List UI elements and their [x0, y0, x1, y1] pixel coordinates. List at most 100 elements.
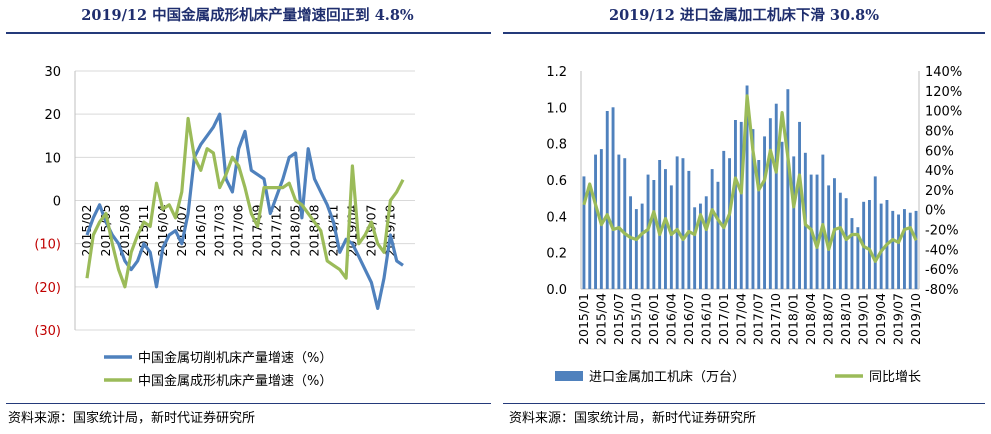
bar-import-machine-tools	[873, 176, 877, 289]
x-tick-label: 2015/08	[117, 204, 132, 256]
y-tick-label: (10)	[34, 238, 61, 253]
left-chart-title: 2019/12 中国金属成形机床产量增速回正到 4.8%	[81, 7, 414, 24]
x-tick-label: 2019/07	[891, 293, 906, 345]
bar-import-machine-tools	[908, 212, 912, 289]
bar-import-machine-tools	[710, 169, 714, 289]
y-tick-label: (30)	[34, 324, 61, 339]
bar-import-machine-tools	[745, 85, 749, 289]
bar-import-machine-tools	[582, 176, 586, 289]
x-tick-label: 2017/06	[231, 204, 246, 256]
bar-import-machine-tools	[693, 207, 697, 290]
right-source-note: 资料来源：国家统计局，新时代证券研究所	[509, 411, 757, 426]
bar-import-machine-tools	[780, 141, 784, 289]
bar-import-machine-tools	[751, 129, 755, 289]
y-tick-label: 10	[44, 151, 61, 166]
legend-label-bar: 进口金属加工机床（万台）	[589, 369, 745, 385]
bar-import-machine-tools	[763, 136, 766, 289]
left-footer-rule	[6, 403, 491, 404]
x-tick-label: 2017/10	[768, 293, 783, 345]
y-right-tick-label: 20%	[925, 184, 954, 199]
bar-import-machine-tools	[734, 120, 737, 289]
right-title-rule	[503, 32, 985, 34]
bar-import-machine-tools	[664, 169, 667, 289]
y-tick-label: 0	[53, 195, 61, 210]
x-tick-label: 2017/03	[212, 205, 227, 257]
bar-import-machine-tools	[646, 174, 650, 289]
bar-import-machine-tools	[774, 103, 778, 289]
x-tick-label: 2018/05	[288, 205, 303, 257]
bar-import-machine-tools	[611, 107, 615, 289]
bar-import-machine-tools	[634, 209, 638, 289]
x-tick-label: 2017/12	[269, 205, 284, 257]
bar-import-machine-tools	[722, 150, 726, 289]
x-tick-label: 2015/11	[136, 205, 151, 257]
y-right-tick-label: -40%	[925, 243, 959, 258]
bar-import-machine-tools	[786, 89, 790, 289]
bar-import-machine-tools	[588, 185, 592, 289]
x-tick-label: 2018/10	[838, 293, 853, 345]
bar-import-machine-tools	[699, 203, 702, 289]
bar-import-machine-tools	[897, 214, 900, 289]
y-left-tick-label: 0.4	[546, 210, 567, 225]
x-tick-label: 2019/07	[363, 205, 378, 257]
bar-import-machine-tools	[891, 210, 895, 289]
y-left-tick-label: 1.0	[546, 101, 567, 116]
legend-swatch-bar	[555, 371, 583, 381]
x-tick-label: 2016/10	[698, 293, 713, 345]
bar-import-machine-tools	[704, 196, 708, 289]
x-tick-label: 2019/10	[908, 293, 923, 345]
y-right-tick-label: -80%	[925, 283, 959, 298]
bar-import-machine-tools	[629, 196, 632, 289]
bar-import-machine-tools	[640, 203, 644, 289]
y-right-tick-label: 80%	[925, 124, 954, 139]
y-right-tick-label: -60%	[925, 263, 959, 278]
x-tick-label: 2015/02	[79, 205, 94, 257]
y-tick-label: 20	[44, 108, 61, 123]
x-tick-label: 2015/04	[593, 293, 608, 345]
bar-import-machine-tools	[652, 180, 656, 289]
right-chart: 0.0 0.2 0.4 0.6 0.8 1.0 1.2 -80% -60% -40% -20% 0% 2…	[546, 65, 962, 385]
y-left-tick-label: 0.6	[546, 174, 567, 189]
bar-import-machine-tools	[850, 218, 854, 289]
y-left-tick-label: 0.8	[546, 138, 567, 153]
bar-import-machine-tools	[821, 154, 825, 289]
right-chart-title: 2019/12 进口金属加工机床下滑 30.8%	[608, 7, 880, 24]
bar-import-machine-tools	[617, 154, 621, 289]
y-left-tick-label: 1.2	[546, 65, 567, 80]
legend-label: 中国金属成形机床产量增速（%）	[138, 373, 332, 389]
y-right-tick-label: 0%	[925, 204, 946, 219]
x-tick-label: 2019/01	[856, 293, 871, 345]
y-right-tick-label: 40%	[925, 164, 954, 179]
x-tick-label: 2019/04	[873, 293, 888, 345]
bar-import-machine-tools	[856, 227, 860, 289]
bar-import-machine-tools	[728, 158, 731, 289]
x-tick-label: 2017/07	[751, 293, 766, 345]
series-line-yoy-growth	[582, 94, 918, 263]
bar-import-machine-tools	[739, 121, 743, 290]
bar-import-machine-tools	[844, 198, 848, 289]
right-footer-rule	[503, 403, 985, 404]
y-left-tick-label: 0.2	[546, 247, 567, 262]
bar-import-machine-tools	[658, 160, 662, 289]
series-line-cutting-tools	[85, 112, 404, 310]
x-tick-label: 2016/07	[681, 293, 696, 345]
y-right-tick-label: 60%	[925, 144, 954, 159]
x-tick-label: 2015/10	[628, 293, 643, 345]
y-left-tick-label: 0.0	[546, 283, 567, 298]
bar-import-machine-tools	[879, 203, 883, 289]
x-tick-label: 2016/01	[646, 293, 661, 345]
y-right-tick-label: -20%	[925, 224, 959, 239]
y-right-tick-label: 100%	[925, 105, 962, 120]
x-tick-label: 2016/10	[193, 204, 208, 256]
bar-import-machine-tools	[914, 210, 918, 289]
legend-label-line: 同比增长	[869, 370, 921, 385]
bar-import-machine-tools	[675, 156, 679, 289]
y-right-tick-label: 120%	[925, 85, 962, 100]
x-tick-label: 2018/01	[786, 293, 801, 345]
x-tick-label: 2018/07	[821, 293, 836, 345]
x-tick-label: 2016/07	[174, 205, 189, 257]
bar-import-machine-tools	[815, 174, 819, 289]
x-tick-label: 2016/04	[663, 293, 678, 345]
left-title-rule	[6, 32, 491, 34]
